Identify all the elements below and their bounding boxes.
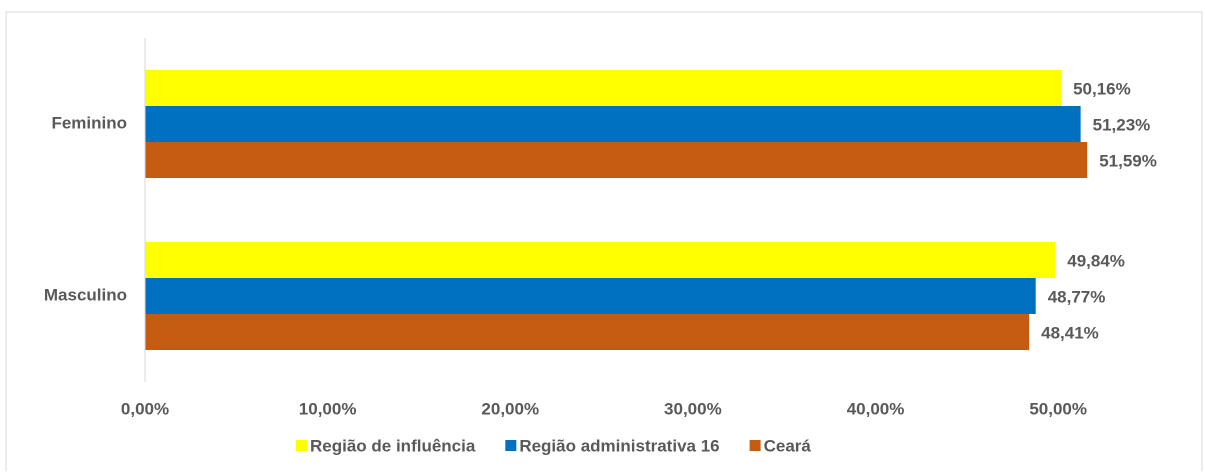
value-label: 49,84% [1067,251,1125,270]
x-tick-label: 10,00% [299,399,357,418]
bar [145,70,1062,106]
bar [145,106,1081,142]
bar [145,242,1056,278]
value-label: 51,59% [1099,151,1157,170]
bar [145,142,1088,178]
x-tick-label: 30,00% [664,399,722,418]
legend-label: Região de influência [310,436,476,455]
bar [145,278,1036,314]
value-label: 48,41% [1041,323,1099,342]
x-tick-label: 20,00% [481,399,539,418]
value-label: 48,77% [1048,287,1106,306]
legend-swatch [505,440,517,451]
category-label: Feminino [51,113,127,132]
chart-border [5,11,1203,476]
legend-label: Região administrativa 16 [519,436,719,455]
legend-swatch [749,440,761,451]
value-label: 50,16% [1073,79,1131,98]
x-tick-label: 0,00% [121,399,169,418]
x-tick-label: 50,00% [1029,399,1087,418]
category-label: Masculino [44,285,127,304]
legend-label: Ceará [764,436,812,455]
x-tick-label: 40,00% [847,399,905,418]
value-label: 51,23% [1093,115,1151,134]
legend-swatch [296,440,307,451]
bar [145,314,1030,350]
